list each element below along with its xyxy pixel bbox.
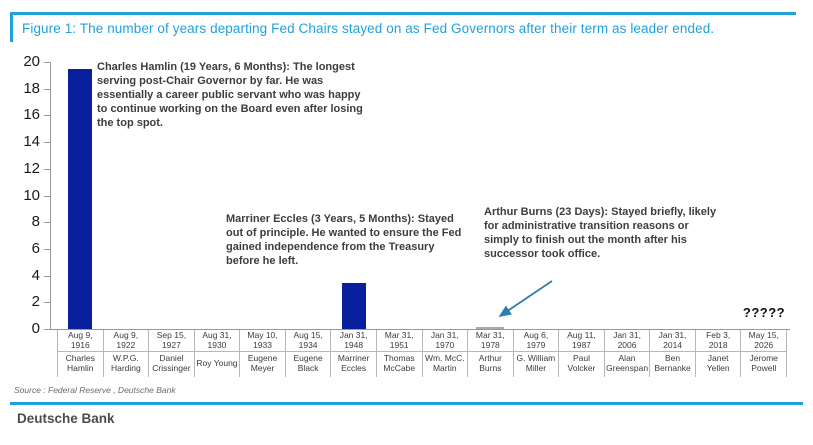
annotation-eccles: Marriner Eccles (3 Years, 5 Months): Sta… (226, 213, 462, 268)
y-tick-mark (44, 302, 50, 304)
x-axis-cell: Aug 31, 1930 Roy Young (194, 330, 241, 377)
x-axis-date: Aug 9, 1916 (58, 330, 103, 352)
x-axis-date: Mar 31, 1978 (468, 330, 513, 352)
x-axis-cell: Aug 11, 1987 Paul Volcker (559, 330, 605, 377)
x-axis-date: Jan 31, 1948 (331, 330, 376, 352)
y-tick-label: 2 (31, 293, 40, 311)
y-tick-label: 0 (31, 320, 40, 337)
x-axis-cell: Jan 31, 1948 Marriner Eccles (331, 330, 377, 377)
bar (341, 283, 366, 329)
x-axis-name: Eugene Meyer (247, 353, 278, 373)
annotation-burns: Arthur Burns (23 Days): Stayed briefly, … (484, 206, 717, 261)
y-tick-label: 20 (23, 53, 40, 70)
y-tick-mark (44, 62, 50, 63)
x-axis-name: Daniel Crissinger (152, 353, 191, 373)
x-axis-name: Eugene Black (293, 353, 323, 373)
y-tick-label: 14 (23, 133, 40, 151)
x-axis-date: Aug 6, 1979 (513, 330, 559, 352)
x-axis-cell: Jan 31, 2014 Ben Bernanke (650, 330, 696, 377)
bar (476, 327, 505, 329)
bottom-divider (10, 402, 803, 405)
x-axis-date: May 10, 1933 (240, 330, 285, 352)
x-axis-name: Marriner Eccles (337, 353, 370, 373)
x-axis-cell: Jan 31, 1970 Wm. McC. Martin (422, 330, 469, 377)
x-axis-cell: Feb 3, 2018 Janet Yellen (695, 330, 742, 377)
x-axis-cell: Mar 31, 1978 Arthur Burns (468, 330, 514, 377)
x-axis-date: May 15, 2026 (741, 330, 786, 352)
y-tick-label: 10 (23, 186, 40, 204)
x-axis-line (50, 329, 790, 330)
x-axis-cell: May 15, 2026 Jerome Powell (741, 330, 787, 377)
y-tick-label: 8 (31, 213, 40, 231)
x-axis-name: Alan Greenspan (606, 353, 649, 373)
x-axis-cell: Mar 31, 1951 Thomas McCabe (376, 330, 423, 377)
y-tick-label: 4 (31, 266, 40, 284)
x-axis-cell: Aug 9, 1922 W.P.G. Harding (103, 330, 150, 377)
x-axis-cell: Aug 15, 1934 Eugene Black (285, 330, 332, 377)
x-axis-date: Aug 15, 1934 (285, 330, 331, 352)
x-axis-name: G. William Miller (516, 353, 556, 373)
x-axis-name: Thomas McCabe (383, 353, 416, 373)
powell-unknown-label: ????? (742, 305, 786, 320)
x-axis-name: Ben Bernanke (654, 353, 691, 373)
x-axis-name: Wm. McC. Martin (424, 353, 465, 373)
x-axis-name: Janet Yellen (706, 353, 730, 373)
x-axis-cell: Jan 31, 2006 Alan Greenspan (604, 330, 651, 377)
y-tick-label: 16 (23, 106, 40, 124)
x-axis-name: Charles Hamlin (65, 353, 95, 373)
brand-logo: Deutsche Bank (17, 411, 115, 426)
x-axis-cell: Sep 15, 1927 Daniel Crissinger (149, 330, 195, 377)
x-axis-date: Jan 31, 1970 (422, 330, 468, 352)
x-axis-date: Jan 31, 2014 (650, 330, 695, 352)
x-axis-date: Feb 3, 2018 (695, 330, 741, 352)
x-axis-date: Aug 9, 1922 (103, 330, 149, 352)
y-tick-mark (44, 115, 50, 117)
y-tick-mark (44, 329, 50, 330)
y-tick-label: 12 (23, 159, 40, 177)
x-axis-name: Roy Young (196, 358, 238, 369)
y-tick-mark (44, 142, 50, 144)
x-axis-name: Arthur Burns (478, 353, 502, 373)
annotation-arrow-icon (498, 280, 553, 318)
y-tick-label: 6 (31, 239, 40, 257)
x-axis-date: Aug 11, 1987 (559, 330, 604, 352)
x-axis-name: Jerome Powell (749, 353, 778, 373)
x-axis-date: Jan 31, 2006 (604, 330, 650, 352)
y-axis-line (50, 62, 51, 329)
y-tick-label: 18 (23, 79, 40, 97)
x-axis-grid: Aug 9, 1916 Charles Hamlin Aug 9, 1922 W.P.… (57, 330, 787, 377)
y-tick-mark (44, 88, 50, 90)
x-axis-date: Mar 31, 1951 (376, 330, 422, 352)
x-axis-cell: Aug 9, 1916 Charles Hamlin (57, 330, 104, 377)
x-axis-cell: Aug 6, 1979 G. William Miller (513, 330, 560, 377)
x-axis-date: Sep 15, 1927 (149, 330, 194, 352)
y-tick-mark (44, 168, 50, 170)
bar (67, 69, 92, 329)
y-tick-mark (44, 248, 50, 250)
source-note: Source : Federal Reserve , Deutsche Bank (14, 385, 176, 395)
x-axis-name: Paul Volcker (567, 353, 596, 373)
annotation-hamlin: Charles Hamlin (19 Years, 6 Months): The… (97, 61, 363, 130)
figure-title: Figure 1: The number of years departing … (10, 12, 796, 42)
y-tick-mark (44, 222, 50, 224)
y-tick-mark (44, 275, 50, 277)
y-tick-mark (44, 195, 50, 197)
x-axis-cell: May 10, 1933 Eugene Meyer (240, 330, 286, 377)
x-axis-date: Aug 31, 1930 (194, 330, 240, 352)
x-axis-name: W.P.G. Harding (110, 353, 141, 373)
